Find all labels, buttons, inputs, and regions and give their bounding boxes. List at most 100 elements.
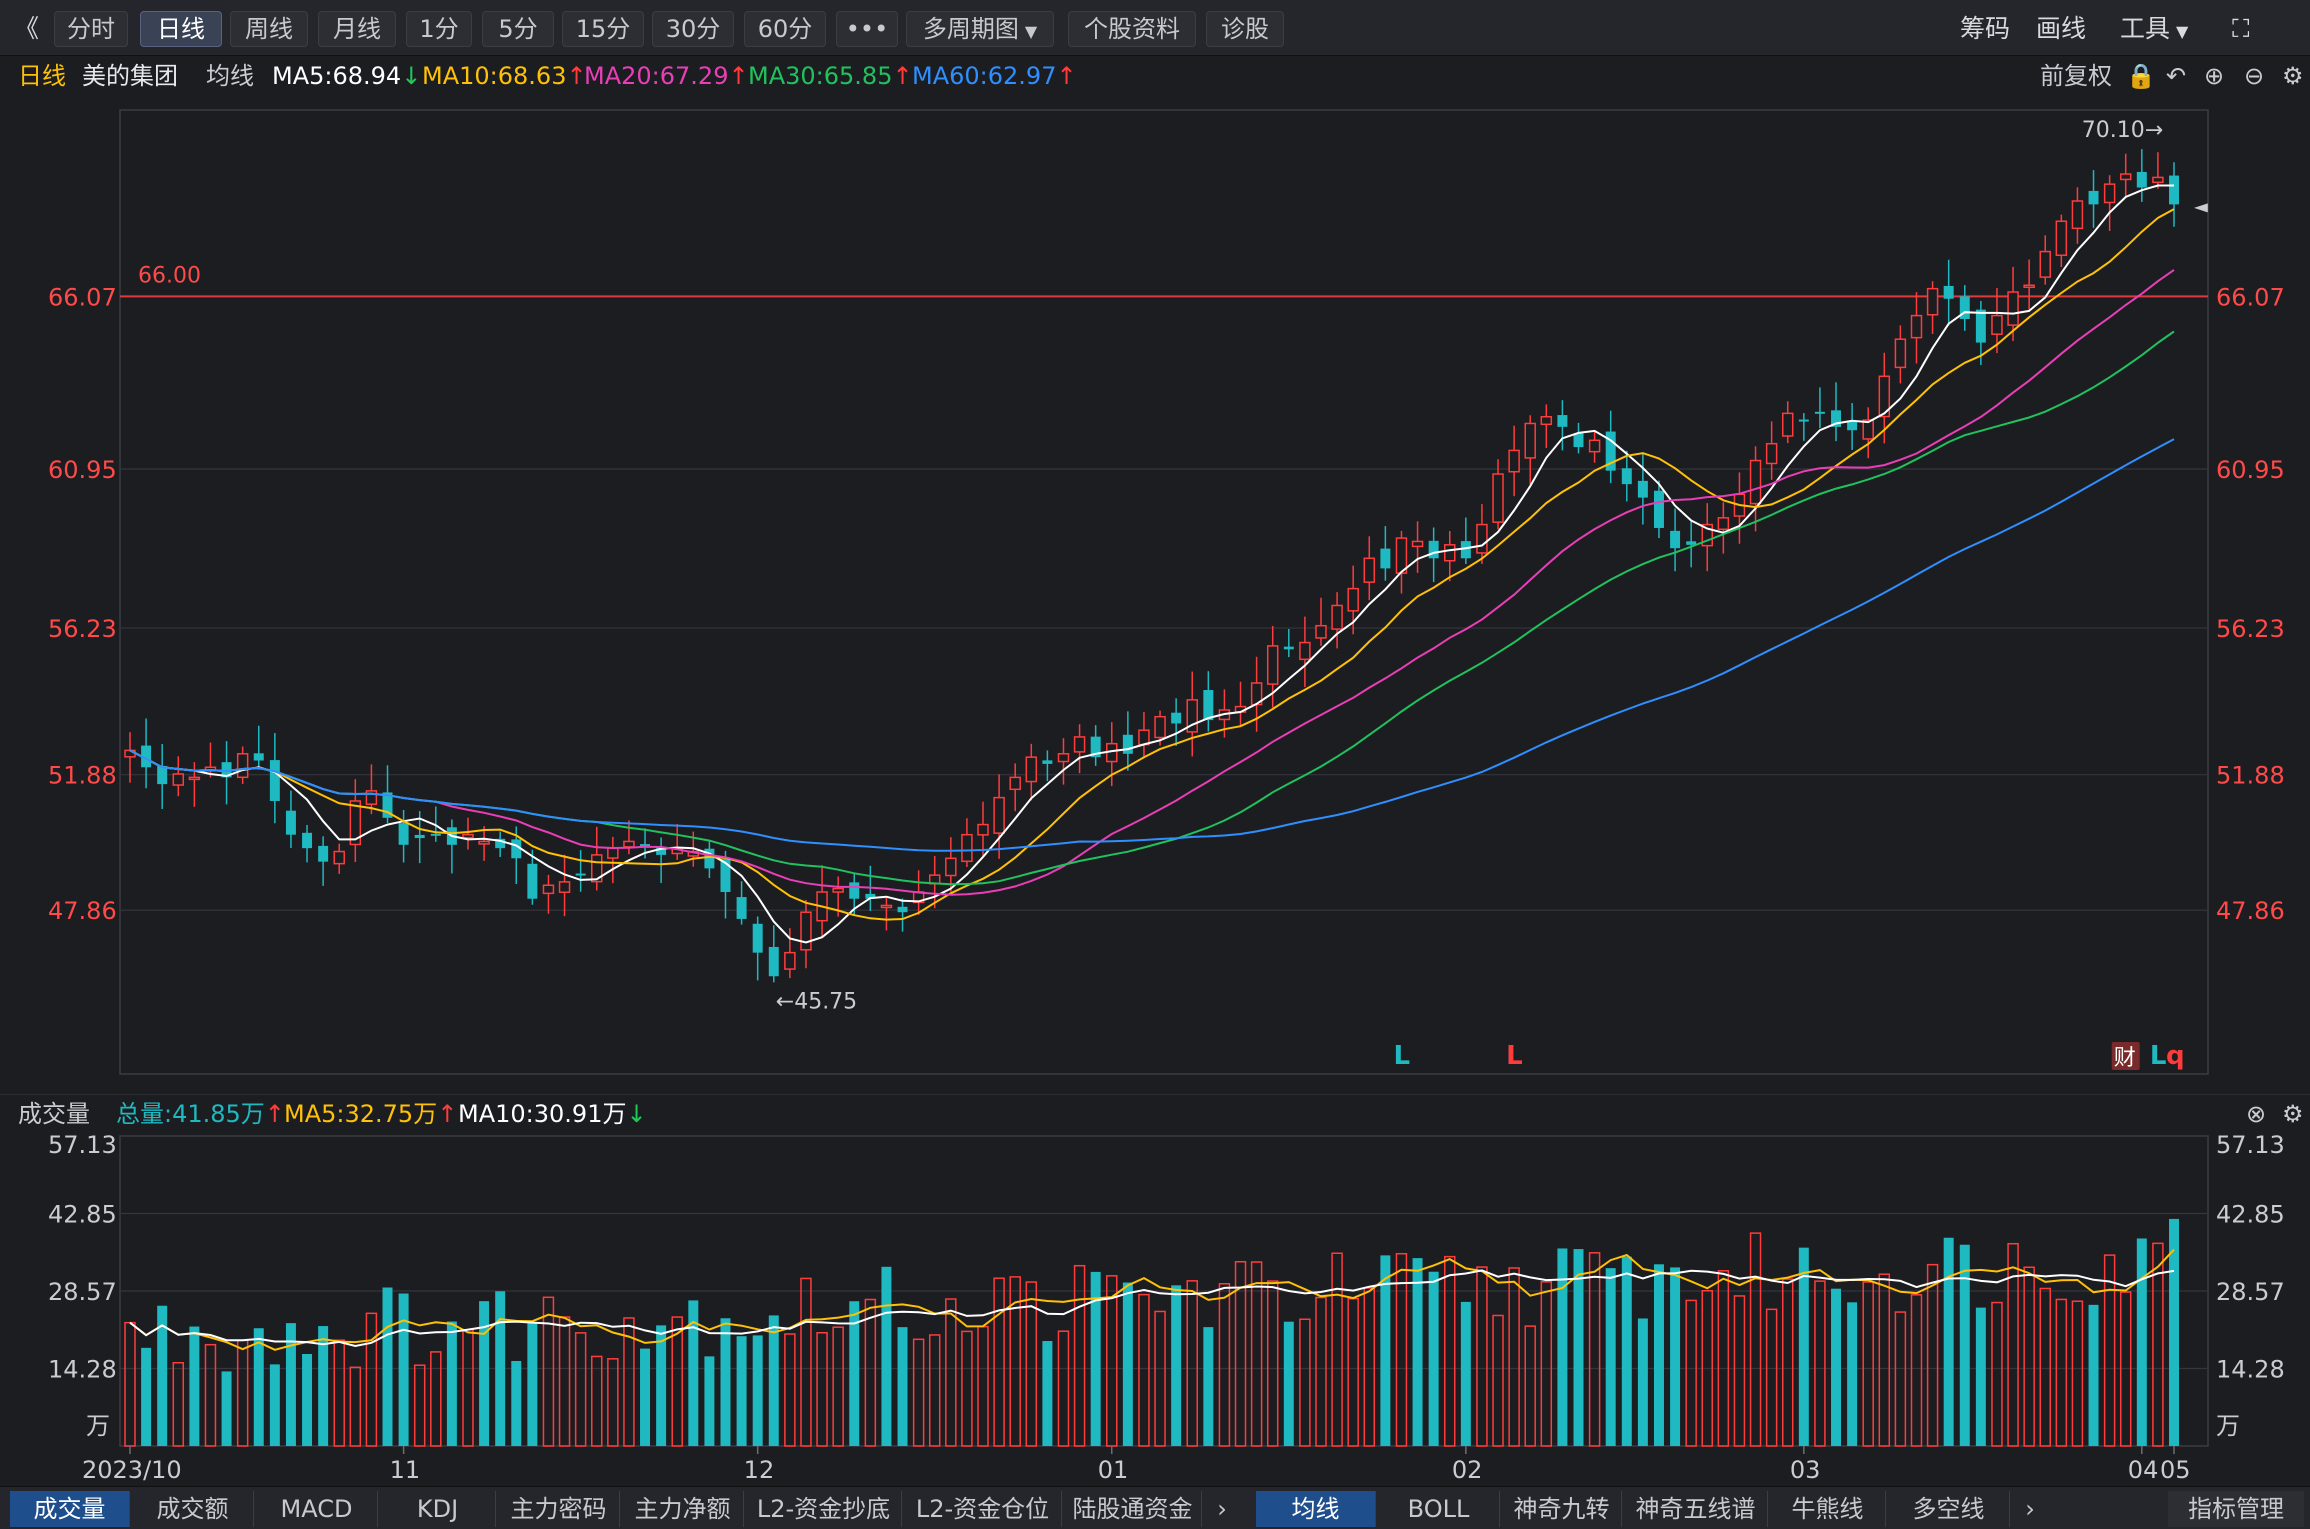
date-tick-label: 2023/10: [82, 1456, 182, 1484]
volume-bar-up: [623, 1317, 635, 1447]
tab-kdj[interactable]: KDJ: [380, 1491, 496, 1527]
candle-body-down: [1653, 490, 1664, 528]
volume-chart[interactable]: 57.13 57.13 42.85 42.85 28.57 28.57 14.28 14.28…: [0, 1132, 2310, 1486]
tab-ma[interactable]: 均线: [1256, 1491, 1376, 1527]
volume-bar-up: [2103, 1254, 2116, 1447]
tab-l2-position[interactable]: L2-资金仓位: [904, 1491, 1062, 1527]
candle: [1508, 425, 1520, 497]
tab-60min[interactable]: 60分: [744, 11, 826, 47]
arrow-up-icon: ↑: [264, 1100, 285, 1128]
multi-period-label: 多周期图: [922, 15, 1019, 43]
collapse-button[interactable]: 《: [14, 14, 40, 43]
ma5-readout: MA5:68.94↓: [272, 56, 421, 96]
candle-body-up: [2039, 250, 2051, 278]
tab-main-code[interactable]: 主力密码: [498, 1491, 620, 1527]
candle-body-down: [1605, 431, 1616, 471]
zoom-out-icon[interactable]: ⊖: [2244, 62, 2265, 90]
candle: [1090, 725, 1101, 766]
volume-bar-up: [912, 1338, 925, 1447]
candle: [1637, 452, 1648, 525]
candle: [977, 801, 989, 858]
tab-15min[interactable]: 15分: [562, 11, 644, 47]
candle-body-up: [623, 840, 635, 848]
avg-line-label[interactable]: 均线: [206, 62, 254, 90]
candle-body-down: [1122, 734, 1133, 754]
tab-volume[interactable]: 成交量: [10, 1491, 130, 1527]
draw-line-button[interactable]: 画线: [2036, 14, 2087, 43]
tab-boll[interactable]: BOLL: [1378, 1491, 1500, 1527]
candle: [188, 762, 201, 807]
diagnose-button[interactable]: 诊股: [1206, 11, 1284, 47]
arrow-up-icon: ↑: [566, 62, 587, 90]
candlestick-chart[interactable]: 66.00 66.07 66.07 60.95 60.95 56.23 56.23 51.8…: [0, 96, 2310, 1094]
volume-bar-up: [1299, 1318, 1311, 1447]
candle: [2152, 152, 2164, 189]
tab-monthly[interactable]: 月线: [318, 11, 396, 47]
tab-northbound[interactable]: 陆股通资金: [1064, 1491, 1202, 1527]
multi-period-dropdown[interactable]: 多周期图 ▼: [906, 11, 1054, 47]
undo-icon[interactable]: ↶: [2166, 62, 2187, 90]
volume-bar-up: [1862, 1281, 1874, 1447]
tab-intraday[interactable]: 分时: [54, 11, 128, 47]
lock-icon[interactable]: 🔒: [2126, 62, 2156, 90]
price-tick-label-left: 47.86: [48, 897, 117, 925]
candle-body-down: [736, 897, 747, 919]
zoom-in-icon[interactable]: ⊕: [2204, 62, 2225, 90]
volume-ma10-readout: MA10:30.91万↓: [458, 1095, 647, 1133]
tab-30min[interactable]: 30分: [652, 11, 734, 47]
volume-tick-label-right: 28.57: [2216, 1278, 2285, 1306]
chips-button[interactable]: 筹码: [1960, 14, 2011, 43]
tab-long-short[interactable]: 多空线: [1888, 1491, 2010, 1527]
settings-icon[interactable]: ⚙: [2282, 1100, 2304, 1128]
candle-body-up: [607, 847, 619, 859]
stock-info-button[interactable]: 个股资料: [1068, 11, 1196, 47]
price-tick-label-left: 66.07: [48, 283, 117, 311]
indicator-manage-button[interactable]: 指标管理: [2168, 1491, 2304, 1527]
tab-bull-bear[interactable]: 牛熊线: [1770, 1491, 1886, 1527]
tab-five-lines[interactable]: 神奇五线谱: [1624, 1491, 1768, 1527]
tab-turnover[interactable]: 成交额: [132, 1491, 254, 1527]
candle-body-down: [1171, 712, 1182, 724]
tab-weekly[interactable]: 周线: [230, 11, 308, 47]
candle-body-up: [1701, 523, 1713, 547]
moving-averages: [129, 184, 2175, 944]
candle-body-down: [1283, 646, 1294, 650]
close-icon[interactable]: ⊗: [2246, 1100, 2267, 1128]
tab-macd[interactable]: MACD: [256, 1491, 378, 1527]
tab-main-net[interactable]: 主力净额: [622, 1491, 744, 1527]
tab-td9[interactable]: 神奇九转: [1502, 1491, 1622, 1527]
signal-marker: L: [1393, 1041, 1410, 1071]
tab-1min[interactable]: 1分: [406, 11, 472, 47]
volume-bar-down: [1975, 1307, 1986, 1446]
price-tick-label-right: 66.07: [2216, 283, 2285, 311]
candle: [800, 899, 812, 969]
candle: [285, 790, 296, 848]
tools-dropdown[interactable]: 工具 ▼: [2120, 11, 2188, 47]
tab-5min[interactable]: 5分: [482, 11, 554, 47]
candle: [575, 850, 586, 892]
candle-body-down: [1814, 411, 1825, 414]
more-right-button[interactable]: ›: [2025, 1495, 2035, 1523]
candle-body-up: [1910, 314, 1923, 339]
volume-bar-up: [1524, 1325, 1536, 1447]
candle: [2119, 153, 2132, 198]
settings-icon[interactable]: ⚙: [2282, 62, 2304, 90]
volume-bar-down: [1090, 1271, 1101, 1446]
fullscreen-icon[interactable]: ⛶: [2232, 14, 2250, 43]
volume-total: 总量:41.85万: [116, 1100, 265, 1128]
candle-body-up: [1444, 544, 1456, 562]
more-left-button[interactable]: ›: [1217, 1495, 1227, 1523]
tab-daily[interactable]: 日线: [140, 11, 222, 47]
volume-bar-up: [462, 1328, 474, 1447]
volume-bar-down: [495, 1291, 506, 1446]
candle: [1991, 288, 2003, 354]
candle-body-up: [349, 800, 362, 846]
more-periods-button[interactable]: •••: [836, 11, 898, 47]
candle: [221, 741, 232, 805]
candle: [1959, 285, 1970, 331]
volume-bar-down: [1412, 1258, 1423, 1446]
tab-l2-bottom[interactable]: L2-资金抄底: [746, 1491, 902, 1527]
ma10-readout: MA10:68.63↑: [422, 56, 587, 96]
adjust-mode[interactable]: 前复权: [2040, 62, 2112, 90]
candle: [157, 743, 168, 809]
